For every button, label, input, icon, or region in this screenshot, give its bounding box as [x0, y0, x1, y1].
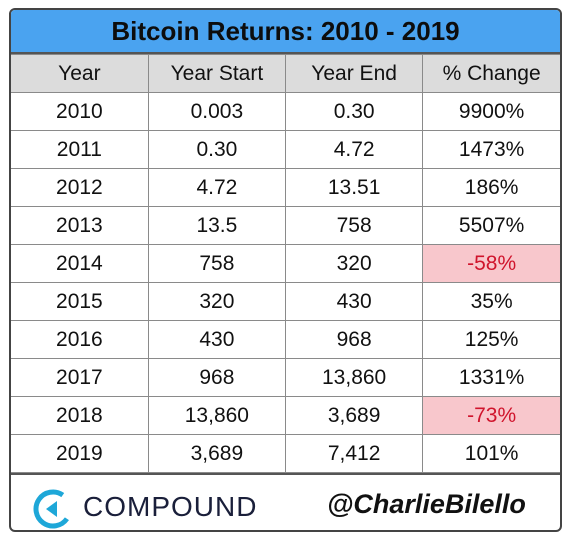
table-row: 2019 3,689 7,412 101% — [11, 434, 560, 473]
table-cell: 0.003 — [147, 92, 287, 131]
table-cell: 186% — [422, 168, 560, 207]
table-cell: 0.30 — [284, 92, 424, 131]
table-cell: 2014 — [11, 244, 149, 283]
table-cell: 320 — [284, 244, 424, 283]
table-cell: 968 — [284, 320, 424, 359]
table-row: 2012 4.72 13.51 186% — [11, 168, 560, 207]
table-cell: -73% — [422, 396, 560, 435]
brand-name: COMPOUND — [83, 491, 258, 522]
column-header: % Change — [422, 54, 560, 93]
table-cell: 125% — [422, 320, 560, 359]
table-cell: 2015 — [11, 282, 149, 321]
table-cell: 2018 — [11, 396, 149, 435]
column-header: Year End — [284, 54, 424, 93]
compound-logo-icon — [33, 489, 73, 529]
table-row: 2013 13.5 758 5507% — [11, 206, 560, 245]
table-cell: 13,860 — [284, 358, 424, 397]
table-cell: 1473% — [422, 130, 560, 169]
table-cell: 430 — [147, 320, 287, 359]
table-title: Bitcoin Returns: 2010 - 2019 — [11, 10, 560, 54]
author-handle: @CharlieBilello — [327, 489, 526, 519]
column-header: Year Start — [147, 54, 287, 93]
returns-card: Bitcoin Returns: 2010 - 2019 Year Year St… — [9, 8, 562, 532]
table-row: 2014 758 320 -58% — [11, 244, 560, 283]
returns-table: Year Year Start Year End% Change 2010 0.003… — [11, 54, 560, 473]
table-row: 2015 320 430 35% — [11, 282, 560, 321]
table-body: 2010 0.003 0.30 9900% 2011 0.30 4.72 1473% 2012 4… — [11, 92, 560, 473]
table-cell: 3,689 — [147, 434, 287, 473]
column-header-row: Year Year Start Year End% Change — [11, 54, 560, 93]
table-cell: 9900% — [422, 92, 560, 131]
column-header: Year — [11, 54, 149, 93]
table-cell: 2010 — [11, 92, 149, 131]
table-cell: 13.51 — [284, 168, 424, 207]
table-cell: 4.72 — [284, 130, 424, 169]
table-cell: 1331% — [422, 358, 560, 397]
table-row: 2016 430 968 125% — [11, 320, 560, 359]
table-cell: 2017 — [11, 358, 149, 397]
table-cell: 13.5 — [147, 206, 287, 245]
table-cell: -58% — [422, 244, 560, 283]
table-cell: 758 — [284, 206, 424, 245]
table-cell: 35% — [422, 282, 560, 321]
table-row: 2011 0.30 4.72 1473% — [11, 130, 560, 169]
footer: COMPOUND @CharlieBilello — [11, 473, 560, 530]
table-cell: 7,412 — [284, 434, 424, 473]
table-row: 2017 968 13,860 1331% — [11, 358, 560, 397]
table-cell: 758 — [147, 244, 287, 283]
table-cell: 2011 — [11, 130, 149, 169]
table-cell: 2013 — [11, 206, 149, 245]
table-cell: 13,860 — [147, 396, 287, 435]
table-cell: 320 — [147, 282, 287, 321]
table-cell: 2016 — [11, 320, 149, 359]
table-cell: 3,689 — [284, 396, 424, 435]
table-cell: 5507% — [422, 206, 560, 245]
table-cell: 0.30 — [147, 130, 287, 169]
table-cell: 101% — [422, 434, 560, 473]
table-cell: 968 — [147, 358, 287, 397]
table-cell: 2019 — [11, 434, 149, 473]
table-cell: 430 — [284, 282, 424, 321]
table-row: 2010 0.003 0.30 9900% — [11, 92, 560, 131]
table-cell: 2012 — [11, 168, 149, 207]
table-row: 2018 13,860 3,689 -73% — [11, 396, 560, 435]
table-cell: 4.72 — [147, 168, 287, 207]
